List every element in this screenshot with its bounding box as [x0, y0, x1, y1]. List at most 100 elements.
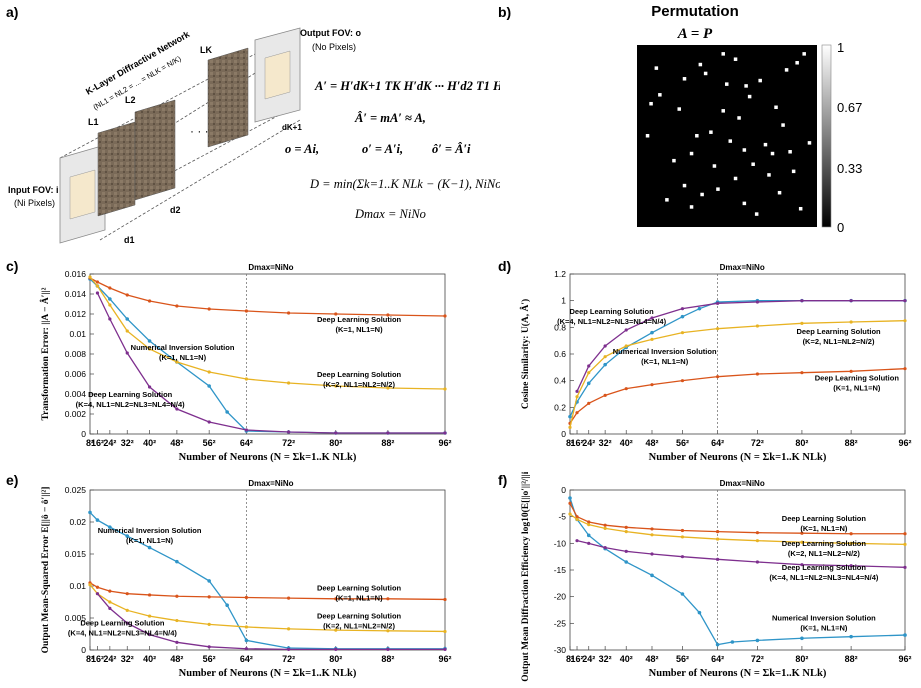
data-point: [334, 384, 338, 388]
series-annotation: (K=1, NL1=N): [641, 357, 689, 366]
data-point: [287, 430, 291, 434]
data-point: [443, 387, 447, 391]
data-point: [903, 532, 907, 536]
permutation-dot: [791, 169, 796, 174]
data-point: [225, 603, 229, 607]
x-tick-label: 40²: [143, 438, 156, 448]
data-point: [903, 367, 907, 371]
data-point: [95, 518, 100, 522]
data-point: [587, 401, 591, 405]
permutation-dot: [737, 116, 741, 120]
data-point: [88, 510, 92, 515]
y-tick-label: 0: [81, 429, 86, 439]
input-plane: [59, 144, 106, 244]
x-tick-label: 96²: [438, 654, 451, 664]
series-annotation: (K=1, NL1=N): [335, 325, 383, 334]
permutation-dot: [733, 57, 738, 61]
data-point: [800, 299, 804, 303]
x-tick-label: 88²: [845, 438, 858, 448]
data-point: [680, 535, 685, 539]
series-annotation: Deep Learning Solution: [782, 563, 867, 572]
data-point: [125, 608, 129, 612]
data-point: [175, 559, 179, 564]
series-annotation: (K=2, NL1=NL2=N/2): [803, 337, 875, 346]
data-point: [287, 311, 291, 315]
y-tick-label: 0.01: [69, 581, 86, 591]
x-axis-label: Number of Neurons (N = Σk=1..K NLk): [179, 668, 357, 679]
data-point: [568, 425, 572, 429]
equation-target-output: o = Ai,: [285, 142, 319, 156]
data-point: [88, 275, 92, 279]
data-point: [903, 633, 907, 637]
x-tick-label: 64²: [240, 438, 253, 448]
data-point: [903, 542, 907, 546]
series-annotation: (K=1, NL1=N): [335, 593, 383, 602]
series-annotation: Deep Learning Solution: [569, 307, 654, 316]
data-point: [800, 563, 804, 567]
data-point: [624, 525, 628, 529]
data-point: [386, 386, 390, 390]
data-point: [287, 596, 291, 600]
x-tick-label: 56²: [676, 438, 689, 448]
data-point: [287, 627, 291, 631]
permutation-dot: [758, 78, 762, 83]
y-tick-label: 0: [81, 645, 86, 655]
series-annotation: Deep Learning Solution: [796, 327, 881, 336]
panel-label-e: e): [6, 472, 19, 488]
data-point: [175, 407, 179, 411]
series-annotation: Deep Learning Solution: [317, 583, 402, 592]
x-tick-label: 88²: [845, 654, 858, 664]
y-tick-label: 0.002: [65, 409, 87, 419]
diffractive-layer-2: [134, 99, 176, 201]
x-tick-label: 24²: [103, 654, 116, 664]
data-point: [125, 317, 130, 321]
data-point: [650, 337, 654, 341]
permutation-dot: [784, 68, 789, 72]
data-point: [800, 540, 804, 544]
dmax-label: Dmax=NiNo: [248, 263, 293, 272]
data-point: [244, 309, 248, 313]
equation-normalized-output: ô′ = Â′i: [432, 142, 471, 156]
series-annotation: (K=1, NL1=N): [126, 536, 174, 545]
y-tick-label: -5: [558, 512, 566, 522]
data-point: [108, 317, 112, 321]
series-line: [89, 584, 446, 633]
x-tick-label: 88²: [381, 438, 394, 448]
chart-transformation-error: 0 0.002 0.004 0.006 0.008 0.01 0.012 0.014 0.016…: [39, 263, 452, 463]
permutation-title: Permutation: [651, 3, 739, 20]
data-point: [680, 592, 685, 596]
y-tick-label: 0.004: [65, 389, 87, 399]
data-point: [587, 523, 591, 527]
data-point: [207, 579, 211, 583]
x-tick-label: 24²: [582, 438, 595, 448]
equation-network-output: o′ = A′i,: [362, 142, 403, 156]
data-point: [207, 420, 211, 424]
series-line: [569, 513, 906, 546]
permutation-dot: [781, 123, 785, 127]
data-point: [125, 621, 129, 625]
data-point: [147, 633, 152, 637]
x-tick-label: 48²: [645, 654, 658, 664]
x-tick-label: 80²: [795, 654, 808, 664]
data-point: [95, 280, 100, 284]
data-point: [334, 647, 338, 651]
series-annotation: (K=1, NL1=N): [800, 624, 848, 633]
data-point: [755, 638, 760, 643]
data-point: [697, 306, 702, 311]
panel-label-d: d): [498, 258, 512, 274]
permutation-dot: [774, 105, 778, 110]
x-tick-label: 56²: [203, 654, 216, 664]
series-annotation: Numerical Inversion Solution: [131, 343, 235, 352]
series-annotation: Deep Learning Solution: [317, 612, 402, 621]
series-annotation: (K=4, NL1=NL2=NL3=NL4=N/4): [68, 629, 177, 638]
diffractive-network-diagram: · · · L1 L2 LK d1 d2 dK+1 K-Layer Diffra…: [8, 27, 500, 245]
data-point: [849, 532, 853, 536]
x-tick-label: 16²: [91, 438, 104, 448]
data-point: [244, 428, 248, 432]
data-point: [108, 303, 112, 307]
permutation-dot: [716, 187, 720, 191]
diffractive-layer-k: [207, 47, 249, 148]
dmax-label: Dmax=NiNo: [720, 263, 765, 272]
permutation-dot: [654, 66, 659, 70]
